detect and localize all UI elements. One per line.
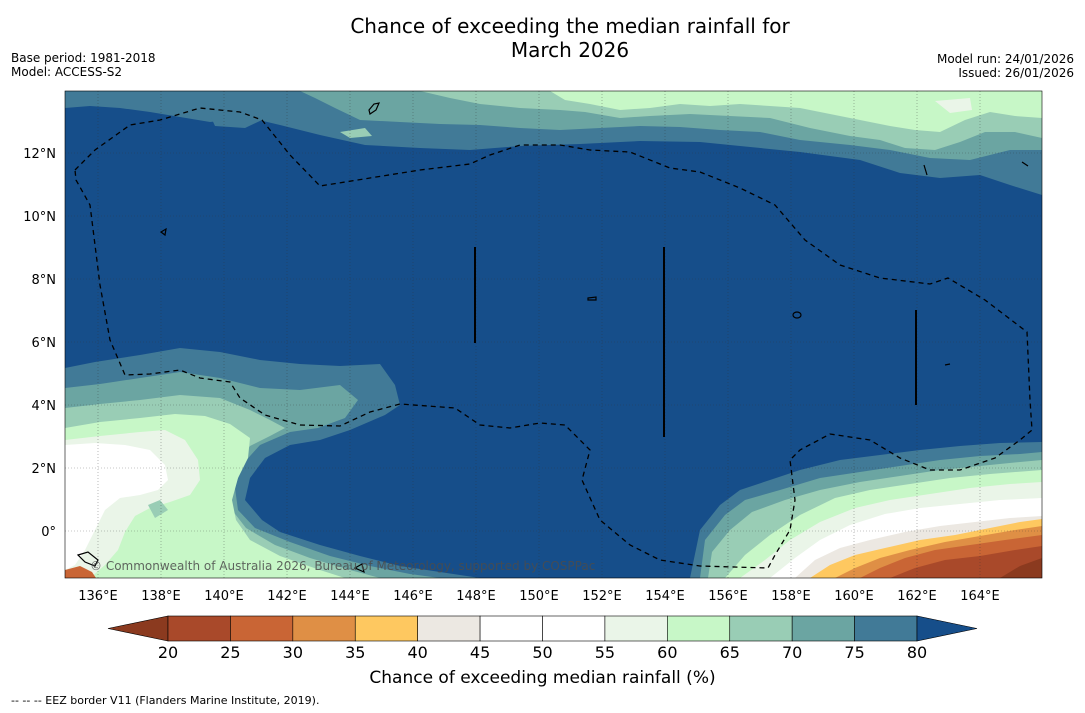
west-band-50-55 <box>65 443 168 570</box>
colorbar: 20 25 30 35 40 45 50 55 60 65 70 75 80 <box>107 615 978 662</box>
x-tick-148e: 148°E <box>456 589 496 604</box>
south-band-20-25 <box>1000 558 1042 578</box>
colorbar-cell <box>230 615 294 642</box>
model-name: Model: ACCESS-S2 <box>11 65 123 79</box>
colorbar-tick-label: 30 <box>283 643 303 662</box>
north-band-60-65 <box>550 91 1042 132</box>
x-tick-152e: 152°E <box>582 589 622 604</box>
y-tick-2n: 2°N <box>32 462 57 477</box>
west-small-patch <box>148 500 168 518</box>
rainfall-probability-field <box>65 91 1042 578</box>
x-tick-144e: 144°E <box>330 589 370 604</box>
north-island-patch <box>340 128 372 138</box>
x-tick-138e: 138°E <box>141 589 181 604</box>
y-tick-10n: 10°N <box>23 210 56 225</box>
x-tick-158e: 158°E <box>771 589 811 604</box>
meta-right: Model run: 24/01/2026 Issued: 26/01/2026 <box>937 52 1074 80</box>
vertical-artifact-lines <box>474 247 917 437</box>
x-tick-136e: 136°E <box>78 589 118 604</box>
colorbar-tick-label: 45 <box>470 643 490 662</box>
model-run: Model run: 24/01/2026 <box>936 52 1074 66</box>
colorbar-cell <box>854 615 918 642</box>
south-band-25-30 <box>890 546 1042 578</box>
colorbar-cell <box>667 615 731 642</box>
x-tick-160e: 160°E <box>834 589 874 604</box>
map-title: Chance of exceeding the median rainfall … <box>0 14 1085 62</box>
eez-legend-note: -- -- -- EEZ border V11 (Flanders Marine… <box>11 694 320 707</box>
colorbar-tick-label: 55 <box>595 643 615 662</box>
colorbar-tick-label: 65 <box>720 643 740 662</box>
colorbar-cell <box>604 615 668 642</box>
colorbar-cell <box>729 615 793 642</box>
x-tick-146e: 146°E <box>393 589 433 604</box>
y-tick-0: 0° <box>41 525 56 540</box>
eez-border <box>74 107 1033 569</box>
x-tick-140e: 140°E <box>204 589 244 604</box>
y-tick-6n: 6°N <box>32 336 57 351</box>
colorbar-tick-label: 20 <box>158 643 178 662</box>
north-small-patch <box>210 110 262 128</box>
issued-date: Issued: 26/01/2026 <box>958 66 1074 80</box>
colorbar-tick-label: 35 <box>345 643 365 662</box>
x-tick-164e: 164°E <box>960 589 1000 604</box>
title-line-2: March 2026 <box>510 38 630 62</box>
meta-left: Base period: 1981-2018 Model: ACCESS-S2 <box>11 51 156 79</box>
copyright-notice: © Commonwealth of Australia 2026, Bureau… <box>90 559 595 573</box>
colorbar-cell <box>791 615 855 642</box>
colorbar-cell <box>167 615 231 642</box>
x-tick-154e: 154°E <box>645 589 685 604</box>
colorbar-label: Chance of exceeding median rainfall (%) <box>369 668 716 688</box>
colorbar-tick-label: 80 <box>907 643 927 662</box>
x-axis-ticks: 136°E 138°E 140°E 142°E 144°E 146°E 148°… <box>78 589 1000 604</box>
colorbar-tick-label: 25 <box>220 643 240 662</box>
base-period: Base period: 1981-2018 <box>11 51 156 65</box>
colorbar-cell <box>479 615 543 642</box>
x-tick-142e: 142°E <box>267 589 307 604</box>
graticule <box>65 91 1042 578</box>
west-band-below-30 <box>65 566 96 578</box>
y-axis-ticks: 12°N 10°N 8°N 6°N 4°N 2°N 0° <box>23 147 56 540</box>
x-tick-156e: 156°E <box>708 589 748 604</box>
x-tick-150e: 150°E <box>519 589 559 604</box>
map-frame <box>64 90 1043 579</box>
colorbar-tick-label: 70 <box>782 643 802 662</box>
colorbar-tick-label: 75 <box>844 643 864 662</box>
title-line-1: Chance of exceeding the median rainfall … <box>350 14 790 38</box>
y-tick-8n: 8°N <box>32 273 57 288</box>
x-tick-162e: 162°E <box>897 589 937 604</box>
y-tick-4n: 4°N <box>32 399 57 414</box>
north-band-55-60 <box>935 98 972 113</box>
colorbar-tick-label: 50 <box>532 643 552 662</box>
colorbar-tick-label: 40 <box>407 643 427 662</box>
islands <box>76 102 1029 574</box>
colorbar-extend-low <box>107 615 169 642</box>
colorbar-cell <box>542 615 606 642</box>
colorbar-extend-high <box>916 615 978 642</box>
colorbar-cell <box>292 615 356 642</box>
colorbar-tick-label: 60 <box>657 643 677 662</box>
colorbar-cell <box>417 615 481 642</box>
y-tick-12n: 12°N <box>23 147 56 162</box>
colorbar-cell <box>354 615 418 642</box>
